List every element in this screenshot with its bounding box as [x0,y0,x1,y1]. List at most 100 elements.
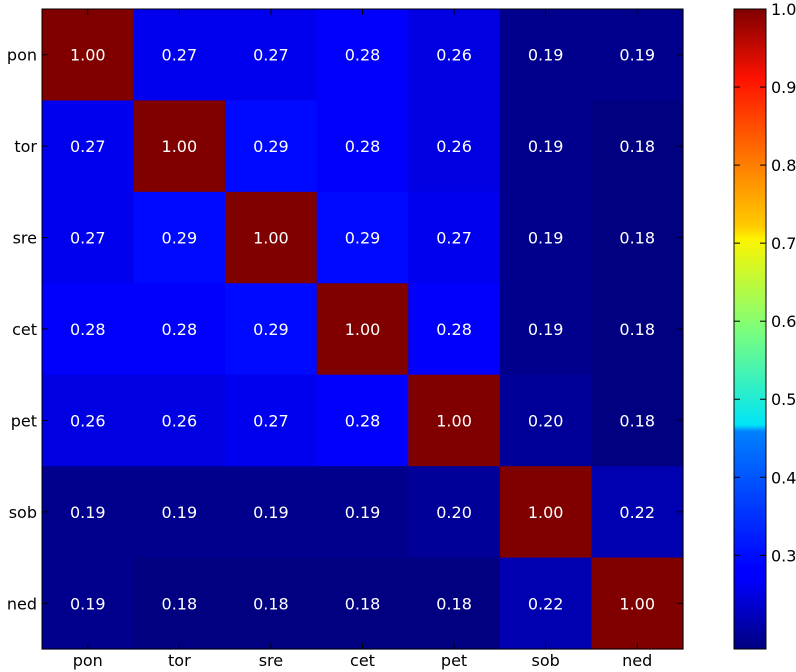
y-tick-label: pon [7,46,37,65]
cell-value-label: 0.19 [70,594,106,613]
cell-value-label: 0.19 [619,46,655,65]
heatmap-cell [591,9,684,102]
heatmap-cell [408,557,501,650]
heatmap-cell [408,191,501,284]
heatmap-cell [225,557,318,650]
cell-value-label: 0.19 [253,503,289,522]
heatmap-cell [225,9,318,102]
colorbar-tick-label: 0.6 [771,312,796,331]
cell-value-label: 0.28 [345,46,381,65]
heatmap-cell [591,100,684,193]
heatmap-cell [225,191,318,284]
colorbar-tick-label: 0.3 [771,546,796,565]
cell-value-label: 0.27 [162,46,198,65]
heatmap-cell [316,374,409,467]
heatmap-cell [408,283,501,376]
heatmap-cell [591,466,684,559]
cell-value-label: 0.28 [162,320,198,339]
cell-value-label: 0.26 [162,411,198,430]
cell-value-label: 1.00 [253,229,289,248]
cell-value-label: 0.27 [253,46,289,65]
colorbar-tick-label: 0.8 [771,156,796,175]
heatmap-cell [316,557,409,650]
colorbar-tick-label: 0.9 [771,78,796,97]
cell-value-label: 0.18 [619,137,655,156]
heatmap-cells: 1.00 0.27 0.27 0.28 0.26 0.19 0.19 0.27 1.00 0.29… [42,9,684,650]
cell-value-label: 0.18 [253,594,289,613]
y-tick-label: sre [13,229,37,248]
x-tick-label: tor [168,651,191,670]
x-tick-label: pet [441,651,467,670]
heatmap-cell [408,9,501,102]
cell-value-label: 0.27 [70,229,106,248]
heatmap-cell [408,374,501,467]
cell-value-label: 0.27 [70,137,106,156]
heatmap-cell [499,466,593,559]
cell-value-label: 0.18 [345,594,381,613]
heatmap-cell [225,283,318,376]
heatmap-cell [591,374,684,467]
heatmap-cell [499,191,593,284]
cell-value-label: 0.18 [619,229,655,248]
cell-value-label: 0.20 [436,503,472,522]
cell-value-label: 0.18 [436,594,472,613]
y-tick-label: cet [12,320,37,339]
heatmap-cell [408,100,501,193]
colorbar: 0.3 0.4 0.5 0.6 0.7 0.8 0.9 1.0 [733,0,796,650]
cell-value-label: 0.29 [345,229,381,248]
cell-value-label: 0.29 [253,137,289,156]
x-tick-label: ned [622,651,652,670]
heatmap-cell [225,374,318,467]
heatmap-cell [316,466,409,559]
cell-value-label: 0.27 [436,229,472,248]
cell-value-label: 0.19 [345,503,381,522]
x-tick-label: sob [532,651,560,670]
colorbar-tick-label: 1.0 [771,0,796,19]
y-tick-label: sob [9,503,37,522]
cell-value-label: 0.18 [619,411,655,430]
cell-value-label: 0.19 [528,137,564,156]
heatmap-cell [225,100,318,193]
axis-ticks: pon tor sre cet pet sob ned pon tor sre cet pet sob n… [7,9,683,670]
heatmap-cell [591,283,684,376]
heatmap-cell [316,9,409,102]
heatmap-cell [133,466,226,559]
colorbar-tick-label: 0.4 [771,468,796,487]
heatmap-cell [133,557,226,650]
cell-value-label: 1.00 [436,411,472,430]
cell-value-label: 0.26 [436,137,472,156]
cell-value-label: 0.19 [528,320,564,339]
cell-value-label: 1.00 [345,320,381,339]
cell-value-label: 1.00 [70,46,106,65]
heatmap-cell [499,100,593,193]
cell-value-label: 0.19 [528,46,564,65]
cell-value-label: 0.19 [70,503,106,522]
cell-value-label: 0.19 [162,503,198,522]
heatmap-cell [316,191,409,284]
y-tick-label: tor [14,137,37,156]
y-tick-label: ned [7,594,37,613]
colorbar-gradient [733,8,767,650]
x-tick-label: pon [73,651,103,670]
cell-value-label: 1.00 [162,137,198,156]
cell-value-label: 0.18 [162,594,198,613]
cell-value-label: 0.22 [528,594,564,613]
cell-value-label: 0.27 [253,411,289,430]
cell-value-label: 0.18 [619,320,655,339]
cell-value-label: 1.00 [619,594,655,613]
heatmap-cell [499,283,593,376]
cell-value-label: 0.20 [528,411,564,430]
cell-value-label: 0.28 [70,320,106,339]
heatmap-cell [408,466,501,559]
heatmap-cell [133,9,226,102]
heatmap-cell [133,191,226,284]
heatmap-cell [42,191,135,284]
heatmap-cell [499,9,593,102]
heatmap-cell [133,374,226,467]
heatmap-cell [591,191,684,284]
cell-value-label: 0.28 [345,411,381,430]
cell-value-label: 0.26 [70,411,106,430]
cell-value-label: 1.00 [528,503,564,522]
heatmap-cell [42,100,135,193]
